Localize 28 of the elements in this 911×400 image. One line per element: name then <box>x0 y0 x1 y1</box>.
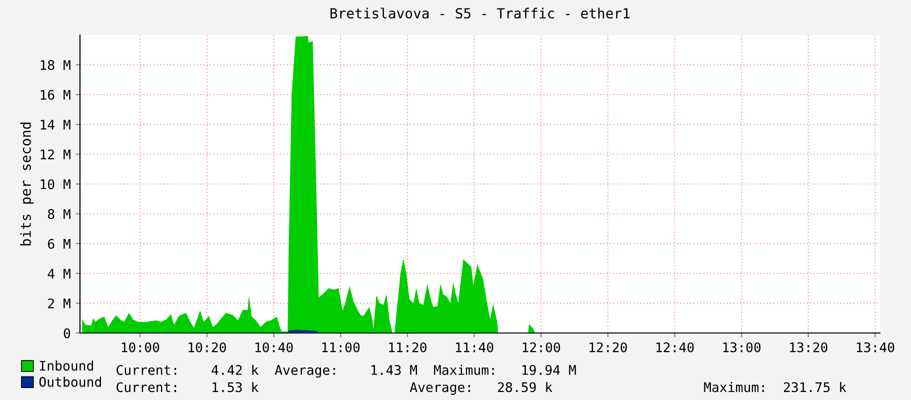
x-tick-label: 12:00 <box>522 342 560 352</box>
x-tick-label: 13:40 <box>856 342 894 352</box>
legend-label: Inbound <box>40 360 94 371</box>
text: Current: 4.42 k Average: 1.43 M Maximum: 19.94 M <box>116 364 576 378</box>
y-tick-label: 18 M <box>40 60 70 70</box>
y-tick-label: 12 M <box>40 149 70 160</box>
x-tick-label: 10:40 <box>256 342 293 352</box>
y-tick-label: 6 M <box>48 238 70 249</box>
x-tick-label: 11:40 <box>456 342 494 352</box>
x-tick-label: 13:20 <box>790 342 828 352</box>
x-tick-label: 12:40 <box>656 342 694 352</box>
x-tick-label: 13:00 <box>723 342 761 352</box>
y-tick-label: 8 M <box>48 209 70 220</box>
x-tick-label: 10:20 <box>188 342 226 352</box>
y-tick-label: 10 M <box>40 179 70 190</box>
x-tick-label: 11:00 <box>322 342 360 352</box>
y-axis-title: bits per second <box>20 122 34 246</box>
text: Current: 1.53 k Average: 28.59 k Maximum: 231.75 k <box>116 382 846 395</box>
x-tick-label: 10:00 <box>122 342 160 352</box>
y-tick-label: 0 <box>64 328 70 338</box>
chart-title: Bretislavova - S5 - Traffic - ether1 <box>330 8 630 19</box>
legend-label: Outbound <box>39 376 101 387</box>
y-tick-label: 16 M <box>40 90 70 100</box>
y-tick-label: 2 M <box>48 298 70 308</box>
y-tick-label: 14 M <box>40 120 70 130</box>
x-tick-label: 11:20 <box>389 342 426 352</box>
x-tick-label: 12:20 <box>590 342 627 352</box>
y-tick-label: 4 M <box>48 268 70 278</box>
